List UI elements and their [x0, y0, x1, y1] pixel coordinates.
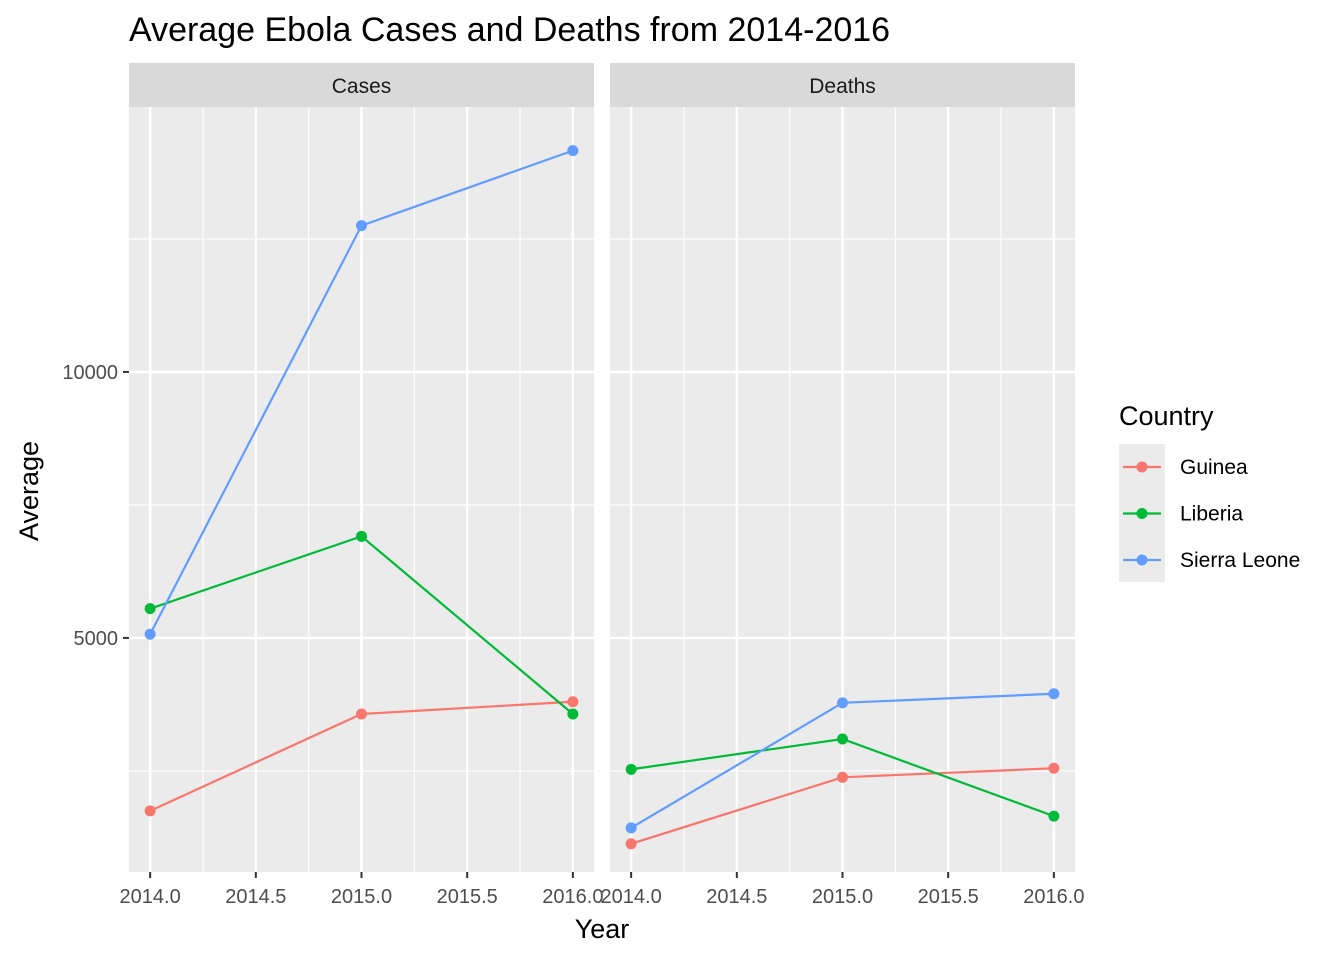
- data-point-liberia-deaths: [1048, 810, 1060, 822]
- data-point-liberia-deaths: [837, 733, 848, 745]
- x-tick-label-deaths: 2015.5: [918, 886, 979, 908]
- x-tick-label-deaths: 2014.0: [601, 886, 662, 908]
- legend-label-sierra-leone: Sierra Leone: [1180, 549, 1300, 572]
- x-tick-label-deaths: 2015.0: [812, 886, 873, 908]
- y-tick-label: 10000: [62, 362, 118, 384]
- data-point-sierra-leone-deaths: [1048, 688, 1060, 700]
- x-tick-label-deaths: 2014.5: [706, 886, 767, 908]
- data-point-sierra-leone-cases: [356, 220, 367, 232]
- data-point-liberia-deaths: [625, 763, 637, 775]
- chart-title: Average Ebola Cases and Deaths from 2014…: [129, 11, 890, 49]
- data-point-sierra-leone-cases: [144, 628, 156, 640]
- panel-deaths: Deaths 2014.0 2014.5 2015.0 2015.5 2016.0: [601, 63, 1084, 908]
- legend-label-liberia: Liberia: [1180, 503, 1243, 526]
- x-tick-label-cases: 2014.0: [120, 886, 181, 908]
- data-point-liberia-cases: [356, 530, 367, 542]
- y-tick-label: 5000: [74, 628, 119, 650]
- legend-key-point-sierra-leone: [1136, 554, 1148, 566]
- data-point-sierra-leone-deaths: [837, 697, 848, 709]
- data-point-liberia-cases: [567, 708, 579, 720]
- x-tick-label-cases: 2015.0: [331, 886, 392, 908]
- strip-label-cases: Cases: [332, 75, 392, 98]
- legend: Country Guinea Liberia Sierra Leone: [1119, 401, 1300, 582]
- x-tick-label-cases: 2016.0: [542, 886, 603, 908]
- data-point-guinea-cases: [567, 696, 579, 708]
- x-tick-label-cases: 2014.5: [225, 886, 286, 908]
- y-axis: 5000 10000: [62, 362, 129, 650]
- data-point-guinea-deaths: [1048, 762, 1060, 774]
- legend-title: Country: [1119, 401, 1214, 431]
- data-point-sierra-leone-deaths: [625, 822, 637, 834]
- strip-label-deaths: Deaths: [809, 75, 876, 98]
- panel-cases: Cases 2014.0 2014.5 2015.0 2015.5 2016.0: [120, 63, 603, 908]
- data-point-guinea-cases: [356, 708, 367, 720]
- legend-label-guinea: Guinea: [1180, 456, 1248, 479]
- strip-cases: [129, 63, 594, 107]
- data-point-guinea-deaths: [625, 838, 637, 850]
- y-axis-title: Average: [14, 441, 44, 541]
- strip-deaths: [610, 63, 1075, 107]
- data-point-guinea-cases: [144, 805, 156, 817]
- x-axis-title: Year: [575, 914, 630, 944]
- legend-key-point-liberia: [1136, 508, 1148, 519]
- x-tick-label-deaths: 2016.0: [1023, 886, 1084, 908]
- legend-key-point-guinea: [1136, 461, 1148, 473]
- x-tick-label-cases: 2015.5: [437, 886, 498, 908]
- data-point-liberia-cases: [144, 603, 156, 615]
- data-point-sierra-leone-cases: [567, 145, 579, 157]
- data-point-guinea-deaths: [837, 771, 848, 783]
